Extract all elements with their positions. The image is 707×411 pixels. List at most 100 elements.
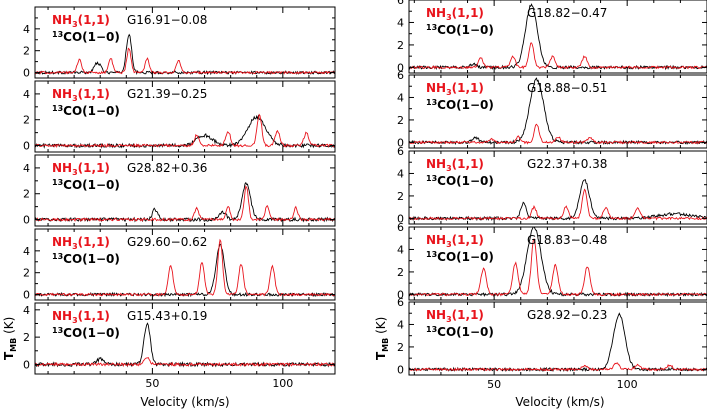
source-name-label: G21.39−0.25 bbox=[127, 87, 207, 101]
y-tick-label: 2 bbox=[397, 39, 404, 52]
spectrum-panel: 0 2 4 6 NH3(1,1)13CO(1−0) G18.82−0.47 bbox=[397, 0, 707, 74]
source-name-label: G18.83−0.48 bbox=[527, 233, 607, 247]
legend-13co: 13CO(1−0) bbox=[426, 325, 494, 339]
right-x-axis-title: Velocity (km/s) bbox=[515, 395, 604, 409]
nh3-spectrum-line bbox=[35, 238, 335, 297]
y-tick-label: 0 bbox=[23, 67, 30, 80]
x-tick-label: 100 bbox=[617, 378, 638, 391]
y-tick-label: 0 bbox=[23, 289, 30, 302]
y-tick-label: 4 bbox=[397, 16, 404, 29]
x-tick-label: 50 bbox=[145, 377, 159, 390]
legend-13co: 13CO(1−0) bbox=[426, 174, 494, 188]
left-y-axis-title-unit: (K) bbox=[2, 317, 16, 338]
nh3-spectrum-line bbox=[35, 47, 335, 75]
legend-13co: 13CO(1−0) bbox=[426, 23, 494, 37]
y-tick-label: 6 bbox=[397, 69, 404, 82]
panel-frame bbox=[408, 74, 707, 149]
right-y-axis-title-unit: (K) bbox=[374, 317, 388, 338]
spectrum-panel: 0 2 4 50 100 NH3(1,1)13CO(1−0) G15.43+0.19 bbox=[23, 302, 336, 390]
y-tick-label: 4 bbox=[397, 91, 404, 104]
y-tick-label: 2 bbox=[23, 331, 30, 344]
spectrum-panel: 0 2 4 6 50 100 NH3(1,1)13CO(1−0) G28.92−0.23 bbox=[397, 296, 707, 391]
nh3-spectrum-line bbox=[409, 123, 707, 145]
y-tick-label: 4 bbox=[397, 318, 404, 331]
legend-nh3: NH3(1,1) bbox=[426, 233, 484, 249]
y-tick-label: 0 bbox=[23, 140, 30, 153]
panel-frame bbox=[34, 80, 336, 153]
right-y-axis-title-sub: MB bbox=[381, 338, 390, 352]
nh3-spectrum-line bbox=[409, 362, 707, 372]
panel-frame bbox=[34, 154, 336, 227]
y-tick-label: 2 bbox=[397, 266, 404, 279]
y-tick-label: 6 bbox=[397, 296, 404, 309]
y-tick-label: 4 bbox=[23, 245, 30, 258]
y-tick-label: 6 bbox=[397, 0, 404, 7]
y-tick-label: 6 bbox=[397, 145, 404, 158]
source-name-label: G18.82−0.47 bbox=[527, 6, 607, 20]
legend-13co: 13CO(1−0) bbox=[52, 178, 120, 192]
x-tick-label: 50 bbox=[487, 378, 501, 391]
y-tick-label: 4 bbox=[23, 162, 30, 175]
panel-frame bbox=[34, 228, 336, 301]
co-spectrum-line bbox=[35, 114, 335, 149]
source-name-label: G22.37+0.38 bbox=[527, 157, 607, 171]
right-y-axis-title-main: T bbox=[374, 351, 388, 360]
left-y-axis-title-sub: MB bbox=[9, 338, 18, 352]
left-x-axis-title: Velocity (km/s) bbox=[140, 395, 229, 409]
legend-nh3: NH3(1,1) bbox=[52, 87, 110, 103]
legend-nh3: NH3(1,1) bbox=[52, 13, 110, 29]
legend-13co: 13CO(1−0) bbox=[52, 30, 120, 44]
source-name-label: G29.60−0.62 bbox=[127, 235, 207, 249]
y-tick-label: 2 bbox=[397, 114, 404, 127]
nh3-spectrum-line bbox=[409, 42, 707, 70]
y-tick-label: 0 bbox=[23, 214, 30, 227]
y-tick-label: 0 bbox=[397, 61, 404, 74]
source-name-label: G18.88−0.51 bbox=[527, 81, 607, 95]
source-name-label: G28.82+0.36 bbox=[127, 161, 207, 175]
y-tick-label: 4 bbox=[23, 23, 30, 36]
y-tick-label: 2 bbox=[23, 267, 30, 280]
x-tick-label: 100 bbox=[272, 377, 293, 390]
y-tick-label: 4 bbox=[23, 88, 30, 101]
legend-13co: 13CO(1−0) bbox=[426, 250, 494, 264]
y-tick-label: 0 bbox=[397, 136, 404, 149]
spectrum-panel: 0 2 4 NH3(1,1)13CO(1−0) G29.60−0.62 bbox=[23, 228, 336, 302]
nh3-spectrum-line bbox=[35, 113, 335, 149]
legend-13co: 13CO(1−0) bbox=[52, 104, 120, 118]
y-tick-label: 2 bbox=[397, 341, 404, 354]
y-tick-label: 0 bbox=[397, 212, 404, 225]
legend-13co: 13CO(1−0) bbox=[426, 98, 494, 112]
y-tick-label: 4 bbox=[23, 304, 30, 317]
spectrum-panel: 0 2 4 6 NH3(1,1)13CO(1−0) G18.83−0.48 bbox=[397, 221, 707, 301]
y-tick-label: 4 bbox=[397, 167, 404, 180]
y-tick-label: 6 bbox=[397, 221, 404, 234]
nh3-spectrum-line bbox=[35, 357, 335, 368]
right-y-axis-title: TMB (K) bbox=[374, 317, 390, 360]
y-tick-label: 0 bbox=[23, 358, 30, 371]
co-spectrum-line bbox=[409, 312, 707, 373]
spectrum-panel: 0 2 4 6 NH3(1,1)13CO(1−0) G18.88−0.51 bbox=[397, 69, 707, 149]
panel-frame bbox=[408, 226, 707, 301]
y-tick-label: 0 bbox=[397, 363, 404, 376]
y-tick-label: 2 bbox=[23, 45, 30, 58]
legend-nh3: NH3(1,1) bbox=[426, 308, 484, 324]
left-y-axis-title-main: T bbox=[2, 351, 16, 360]
y-tick-label: 2 bbox=[23, 114, 30, 127]
legend-13co: 13CO(1−0) bbox=[52, 326, 120, 340]
nh3-spectrum-line bbox=[35, 185, 335, 222]
y-tick-label: 0 bbox=[397, 288, 404, 301]
left-y-axis-title: TMB (K) bbox=[2, 317, 18, 360]
source-name-label: G16.91−0.08 bbox=[127, 13, 207, 27]
legend-nh3: NH3(1,1) bbox=[52, 235, 110, 251]
legend-nh3: NH3(1,1) bbox=[426, 81, 484, 97]
panel-frame bbox=[408, 150, 707, 225]
spectrum-panel: 0 2 4 NH3(1,1)13CO(1−0) G16.91−0.08 bbox=[23, 6, 336, 80]
y-tick-label: 4 bbox=[397, 243, 404, 256]
spectrum-panel: 0 2 4 6 NH3(1,1)13CO(1−0) G22.37+0.38 bbox=[397, 145, 707, 225]
legend-nh3: NH3(1,1) bbox=[426, 157, 484, 173]
panel-frame bbox=[34, 302, 336, 375]
nh3-spectrum-line bbox=[409, 237, 707, 297]
legend-nh3: NH3(1,1) bbox=[426, 6, 484, 22]
